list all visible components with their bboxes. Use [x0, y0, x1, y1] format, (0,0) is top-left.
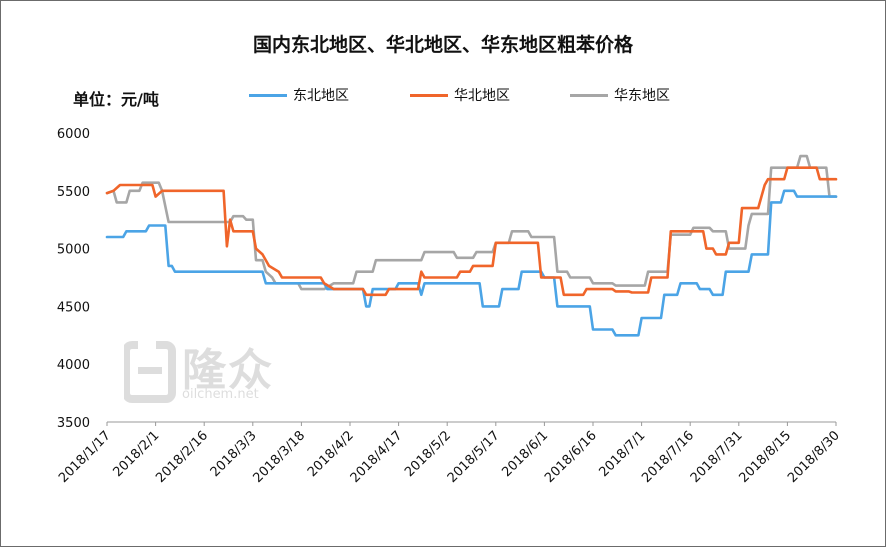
x-tick-label: 2018/3/3 — [208, 428, 260, 480]
x-tick-label: 2018/7/16 — [639, 428, 697, 486]
y-tick-label: 4500 — [57, 300, 90, 315]
legend-label-north: 华北地区 — [454, 88, 510, 104]
y-tick-label: 5500 — [57, 185, 90, 200]
y-tick-label: 5000 — [57, 243, 90, 258]
x-tick-label: 2018/5/17 — [445, 428, 503, 486]
chart-title: 国内东北地区、华北地区、华东地区粗苯价格 — [252, 34, 633, 56]
y-tick-label: 4000 — [57, 358, 90, 373]
y-tick-label: 6000 — [57, 127, 90, 142]
legend-item-northeast: 东北地区 — [249, 85, 349, 105]
x-tick-label: 2018/2/1 — [111, 428, 163, 480]
legend-swatch-north — [410, 93, 448, 97]
series-line-2 — [105, 166, 838, 297]
watermark-brand: 隆众 — [182, 345, 274, 396]
legend-label-northeast: 东北地区 — [293, 88, 349, 104]
x-tick-label: 2018/3/18 — [250, 428, 308, 486]
x-tick-label: 2018/2/16 — [153, 428, 211, 486]
legend-label-east: 华东地区 — [614, 88, 670, 104]
watermark-url: oilchem.net — [182, 387, 259, 402]
x-tick-label: 2018/8/30 — [785, 428, 843, 486]
legend-swatch-east — [570, 93, 608, 97]
x-tick-label: 2018/1/17 — [56, 428, 114, 486]
unit-label: 单位：元/吨 — [73, 90, 159, 109]
series-line-1 — [105, 189, 838, 337]
x-tick-label: 2018/6/1 — [499, 428, 551, 480]
x-tick-label: 2018/6/16 — [542, 428, 600, 486]
legend-item-north: 华北地区 — [410, 85, 510, 105]
y-tick-label: 3500 — [57, 416, 90, 431]
watermark-logo-icon — [124, 341, 176, 403]
x-tick-label: 2018/8/15 — [736, 428, 794, 486]
legend-item-east: 华东地区 — [570, 85, 670, 105]
x-tick-label: 2018/7/31 — [688, 428, 746, 486]
x-tick-label: 2018/5/2 — [402, 428, 454, 480]
x-tick-label: 2018/7/1 — [597, 428, 649, 480]
x-tick-label: 2018/4/2 — [305, 428, 357, 480]
x-tick-label: 2018/4/17 — [348, 428, 406, 486]
legend-swatch-northeast — [249, 93, 287, 97]
